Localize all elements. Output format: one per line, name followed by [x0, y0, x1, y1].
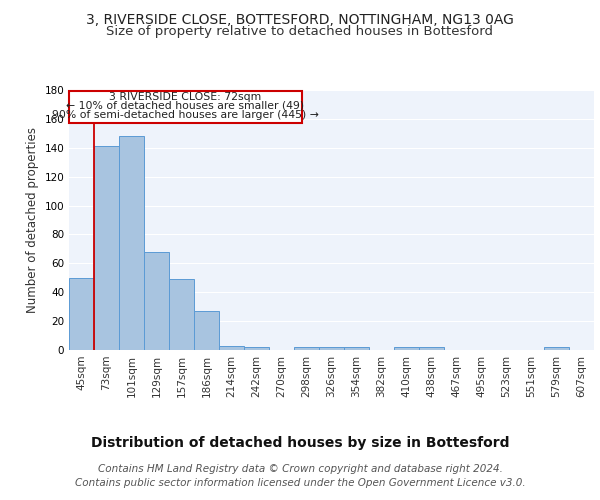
Bar: [294, 347, 319, 350]
FancyBboxPatch shape: [69, 92, 302, 123]
Bar: [169, 279, 194, 350]
Bar: [69, 278, 94, 350]
Bar: [394, 347, 419, 350]
Text: Size of property relative to detached houses in Bottesford: Size of property relative to detached ho…: [107, 25, 493, 38]
Bar: [319, 347, 344, 350]
Bar: [244, 347, 269, 350]
Bar: [219, 346, 244, 350]
Bar: [344, 347, 369, 350]
Y-axis label: Number of detached properties: Number of detached properties: [26, 127, 39, 313]
Text: Distribution of detached houses by size in Bottesford: Distribution of detached houses by size …: [91, 436, 509, 450]
Text: ← 10% of detached houses are smaller (49): ← 10% of detached houses are smaller (49…: [66, 101, 304, 111]
Bar: [194, 311, 219, 350]
Bar: [94, 146, 119, 350]
Text: 3 RIVERSIDE CLOSE: 72sqm: 3 RIVERSIDE CLOSE: 72sqm: [109, 92, 262, 102]
Bar: [419, 347, 444, 350]
Text: 90% of semi-detached houses are larger (445) →: 90% of semi-detached houses are larger (…: [52, 110, 319, 120]
Text: 3, RIVERSIDE CLOSE, BOTTESFORD, NOTTINGHAM, NG13 0AG: 3, RIVERSIDE CLOSE, BOTTESFORD, NOTTINGH…: [86, 12, 514, 26]
Bar: [119, 136, 144, 350]
Bar: [144, 252, 169, 350]
Text: Contains HM Land Registry data © Crown copyright and database right 2024.
Contai: Contains HM Land Registry data © Crown c…: [74, 464, 526, 487]
Bar: [544, 347, 569, 350]
